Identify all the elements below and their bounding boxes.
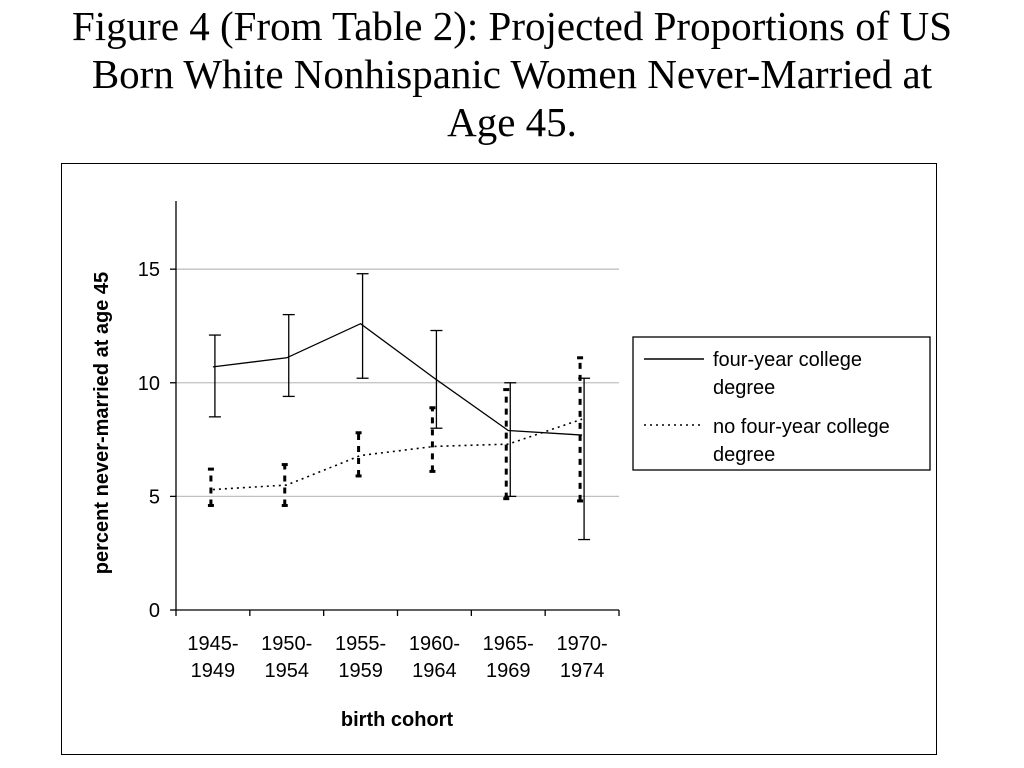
error-bars xyxy=(207,273,591,541)
axes xyxy=(170,201,620,616)
x-tick-label-line: 1969 xyxy=(486,660,531,682)
legend-label-no-college: no four-year college degree xyxy=(713,416,895,466)
legend-label-line: no four-year college xyxy=(713,416,890,438)
title-line: Age 45. xyxy=(447,99,577,145)
legend-label-college: four-year college degree xyxy=(713,349,868,399)
x-tick-label: 1965- 1969 xyxy=(483,633,534,682)
x-tick-label: 1960- 1964 xyxy=(409,633,460,682)
title-line: Figure 4 (From Table 2): Projected Propo… xyxy=(71,3,953,49)
legend-label-line: degree xyxy=(713,444,775,466)
x-tick-label: 1950- 1954 xyxy=(261,633,312,682)
series xyxy=(212,322,583,491)
x-axis-title: birth cohort xyxy=(341,709,454,731)
y-tick-label: 0 xyxy=(149,600,160,622)
gridlines xyxy=(176,268,619,498)
title-line: Born White Nonhispanic Women Never-Marri… xyxy=(91,51,933,97)
legend-label-line: degree xyxy=(713,377,775,399)
x-tick-label-line: 1945- xyxy=(187,633,238,655)
x-tick-label-line: 1959 xyxy=(338,660,383,682)
x-tick-label-line: 1965- xyxy=(483,633,534,655)
x-tick-label-line: 1970- xyxy=(557,633,608,655)
series-line-college xyxy=(212,322,583,436)
x-tick-label: 1945- 1949 xyxy=(187,633,238,682)
y-tick-label: 5 xyxy=(149,486,160,508)
series-line-no-college xyxy=(212,418,583,491)
y-axis-title: percent never-married at age 45 xyxy=(91,272,113,574)
tick-labels: 0510151945-19491950-19541955-19591960-19… xyxy=(138,259,608,682)
legend-label-line: four-year college xyxy=(713,349,862,371)
x-tick-label-line: 1950- xyxy=(261,633,312,655)
x-tick-label-line: 1974 xyxy=(560,660,605,682)
chart-frame: 0 5 10 15 1945-1949 1950-1954 1955-1959 1960-19… xyxy=(61,163,937,755)
y-tick-label: 15 xyxy=(138,259,160,281)
x-tick-label: 1955- 1959 xyxy=(335,633,386,682)
chart: 0510151945-19491950-19541955-19591960-19… xyxy=(91,201,931,731)
y-tick-label: 10 xyxy=(138,373,160,395)
x-tick-label-line: 1955- xyxy=(335,633,386,655)
x-tick-label: 1970- 1974 xyxy=(557,633,608,682)
x-tick-label-line: 1960- xyxy=(409,633,460,655)
x-tick-label-line: 1964 xyxy=(412,660,457,682)
x-tick-label-line: 1949 xyxy=(191,660,236,682)
page-title: Figure 4 (From Table 2): Projected Propo… xyxy=(0,2,1024,146)
legend: four-year college degree no four-year co… xyxy=(632,336,931,471)
x-tick-label-line: 1954 xyxy=(265,660,310,682)
legend-box xyxy=(632,336,931,471)
